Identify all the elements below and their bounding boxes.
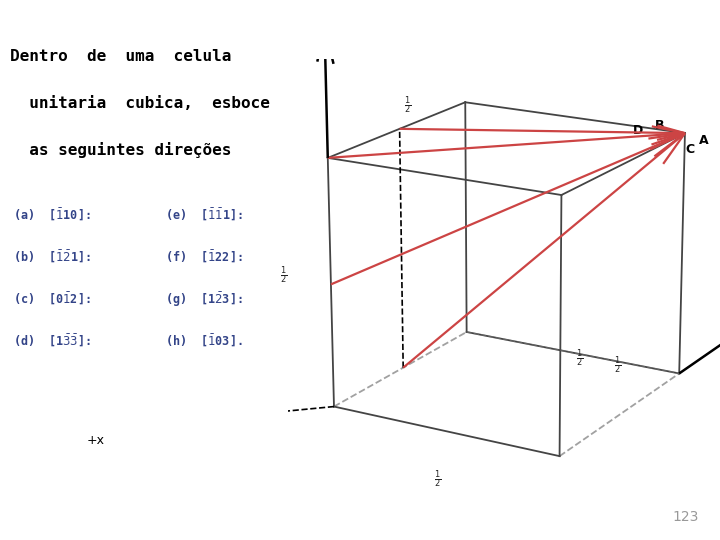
Text: (c)  [0$\bar{1}$2]:: (c) [0$\bar{1}$2]: bbox=[13, 291, 90, 307]
Text: (g)  [1$\bar{2}$3]:: (g) [1$\bar{2}$3]: bbox=[165, 291, 243, 309]
Text: as seguintes direções: as seguintes direções bbox=[9, 143, 231, 158]
Text: (b)  [$\bar{1}\bar{2}$1]:: (b) [$\bar{1}\bar{2}$1]: bbox=[13, 249, 91, 265]
Text: (h)  [$\bar{1}$03].: (h) [$\bar{1}$03]. bbox=[165, 333, 243, 349]
Text: (f)  [$\bar{1}$22]:: (f) [$\bar{1}$22]: bbox=[165, 249, 243, 265]
Text: Dentro  de  uma  celula: Dentro de uma celula bbox=[9, 50, 231, 64]
Text: 123: 123 bbox=[672, 510, 698, 524]
Text: (d)  [1$\bar{3}\bar{3}$]:: (d) [1$\bar{3}\bar{3}$]: bbox=[13, 333, 91, 349]
Text: unitaria  cubica,  esboce: unitaria cubica, esboce bbox=[9, 96, 269, 111]
Text: (a)  [$\bar{1}$10]:: (a) [$\bar{1}$10]: bbox=[13, 207, 90, 224]
Text: (e)  [$\bar{1}\bar{1}$1]:: (e) [$\bar{1}\bar{1}$1]: bbox=[165, 207, 243, 224]
